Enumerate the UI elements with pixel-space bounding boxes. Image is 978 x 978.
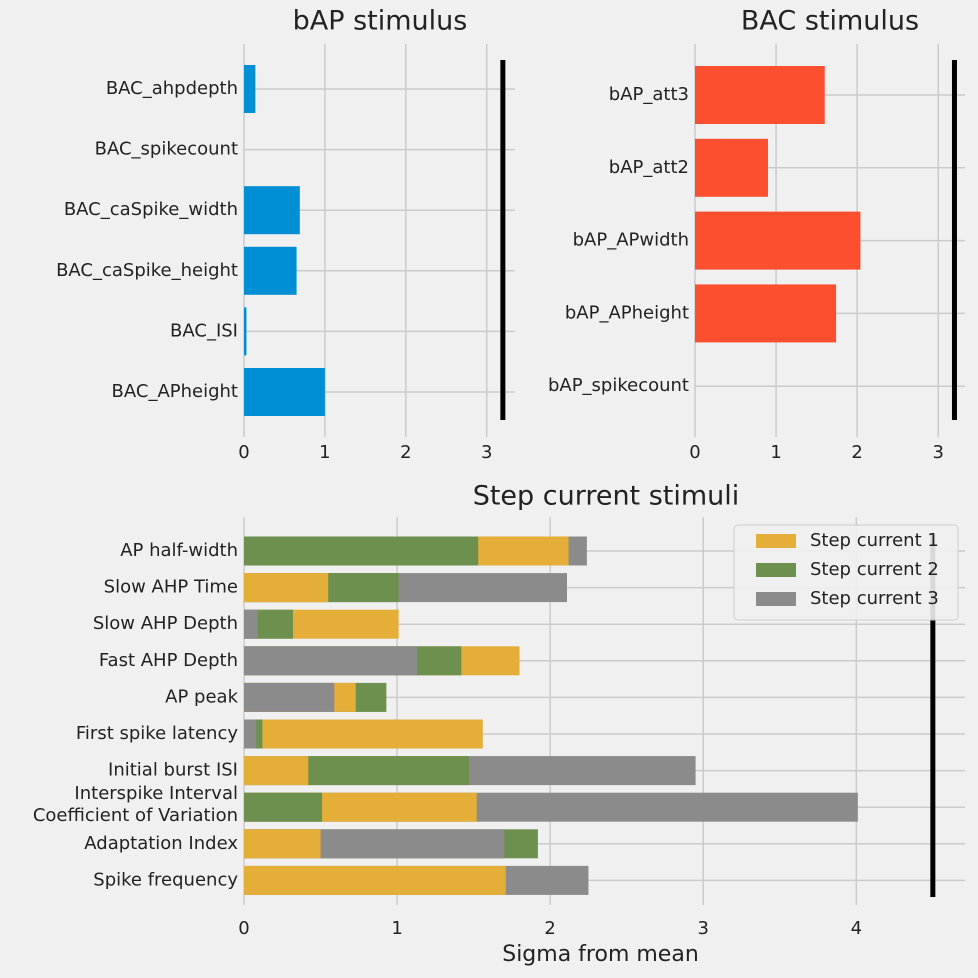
x-tick-label: 0: [238, 442, 249, 463]
y-tick-label: Interspike Interval Coefficient of Varia…: [32, 783, 238, 827]
bar: [244, 719, 483, 749]
legend-swatch: [756, 592, 796, 606]
y-tick-label: BAC_APheight: [112, 381, 238, 402]
legend-label: Step current 3: [810, 588, 939, 609]
bar: [244, 573, 329, 603]
bar: [244, 368, 325, 416]
x-tick-label: 4: [851, 918, 862, 939]
y-tick-label: BAC_caSpike_width: [64, 199, 238, 220]
x-tick-label: 2: [851, 442, 862, 463]
x-tick-label: 0: [238, 918, 249, 939]
bar: [244, 246, 297, 295]
y-tick-label: BAC_ahpdepth: [106, 78, 238, 99]
y-tick-label-box: Interspike Interval Coefficient of Varia…: [32, 783, 238, 827]
y-tick-label: BAC_caSpike_height: [56, 260, 238, 281]
x-tick-label: 1: [391, 918, 402, 939]
bar: [244, 186, 300, 235]
bar: [244, 65, 256, 113]
bar: [244, 646, 417, 676]
bar: [244, 682, 335, 712]
bar: [244, 829, 321, 859]
x-tick-label: 3: [698, 918, 709, 939]
y-tick-label: Initial burst ISI: [108, 760, 238, 781]
bar: [244, 719, 257, 749]
x-tick-label: 2: [400, 442, 411, 463]
y-tick-label: BAC_ISI: [170, 320, 238, 341]
chart-title: Step current stimuli: [473, 481, 740, 512]
legend-label: Step current 1: [810, 530, 939, 551]
legend-swatch: [756, 534, 796, 548]
y-tick-label: bAP_APwidth: [573, 230, 689, 251]
x-axis-label: Sigma from mean: [502, 942, 699, 967]
y-tick-label: Adaptation Index: [84, 833, 238, 854]
bar: [695, 284, 837, 343]
bar: [695, 211, 861, 270]
bar: [695, 138, 768, 197]
y-tick-label: bAP_APheight: [565, 302, 689, 323]
x-tick-label: 3: [933, 442, 944, 463]
chart-title: bAP stimulus: [293, 6, 468, 37]
bar: [695, 66, 825, 124]
y-tick-label: bAP_spikecount: [548, 375, 689, 396]
chart-title: BAC stimulus: [741, 6, 919, 37]
x-tick-label: 2: [544, 918, 555, 939]
y-tick-label: AP peak: [165, 686, 238, 707]
x-tick-label: 3: [481, 442, 492, 463]
y-tick-label: BAC_spikecount: [95, 139, 238, 160]
legend-label: Step current 2: [810, 559, 939, 580]
y-tick-label: First spike latency: [76, 723, 238, 744]
bar: [244, 792, 323, 822]
y-tick-label: Slow AHP Time: [104, 577, 238, 598]
bar: [244, 536, 479, 566]
y-tick-label: bAP_att2: [609, 157, 689, 178]
y-tick-label: Slow AHP Depth: [93, 613, 238, 634]
x-tick-label: 1: [770, 442, 781, 463]
y-tick-label: Spike frequency: [93, 869, 238, 890]
bar: [244, 865, 506, 895]
x-tick-label: 1: [319, 442, 330, 463]
y-tick-label: bAP_att3: [609, 84, 689, 105]
legend-swatch: [756, 563, 796, 577]
bar: [244, 609, 258, 639]
y-tick-label: AP half-width: [120, 540, 238, 561]
x-tick-label: 0: [689, 442, 700, 463]
bar: [244, 307, 247, 356]
y-tick-label: Fast AHP Depth: [99, 650, 238, 671]
bar: [244, 756, 309, 786]
